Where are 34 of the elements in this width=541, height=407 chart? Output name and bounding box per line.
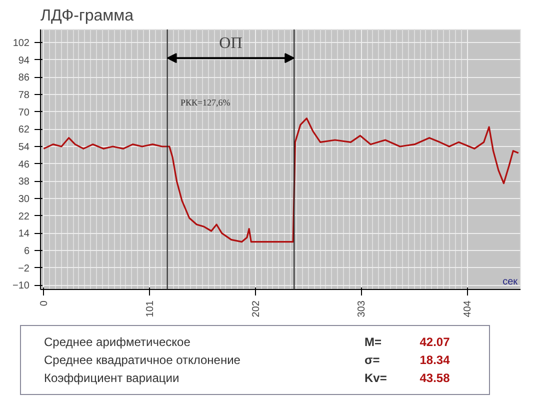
text: 42.07 xyxy=(418,334,451,350)
line-series xyxy=(42,118,520,243)
y-tick-label: 78 xyxy=(18,90,30,101)
x-tick-label: 303 xyxy=(356,300,368,318)
text: 43.58 xyxy=(418,370,451,386)
y-tick-label: 14 xyxy=(18,228,30,240)
text: 18.34 xyxy=(418,352,451,368)
y-tick-label: 46 xyxy=(18,159,30,170)
x-tick-label: 0 xyxy=(39,300,50,306)
x-axis-title: сек xyxy=(502,276,518,288)
x-tick-label: 404 xyxy=(462,300,474,318)
text: σ= xyxy=(364,352,381,368)
y-tick-label: 62 xyxy=(18,124,30,136)
y-tick-label: 70 xyxy=(18,107,30,118)
text: M= xyxy=(364,334,383,350)
y-tick-label: 54 xyxy=(18,142,30,153)
y-tick-label: −10 xyxy=(12,280,30,292)
y-tick-label: 22 xyxy=(18,211,30,222)
y-tick-label: 94 xyxy=(18,55,30,66)
annotation: ОП xyxy=(219,35,243,52)
y-tick-label: 102 xyxy=(12,38,30,49)
annotation: РКК=127,6% xyxy=(180,98,231,108)
x-tick-label: 101 xyxy=(144,300,156,318)
y-tick-label: 30 xyxy=(18,194,30,205)
text: Kv= xyxy=(364,370,388,386)
x-tick-label: 202 xyxy=(250,300,262,318)
y-tick-label: 86 xyxy=(18,72,30,84)
y-tick-label: 38 xyxy=(18,176,30,188)
y-tick-label: 6 xyxy=(24,246,30,257)
text: Среднее арифметическое xyxy=(43,334,192,350)
text: Среднее квадратичное отклонение xyxy=(43,352,242,368)
chart-title: ЛДФ-грамма xyxy=(40,8,134,24)
y-tick-label: −2 xyxy=(18,263,30,274)
text: Коэффициент вариации xyxy=(43,370,180,386)
